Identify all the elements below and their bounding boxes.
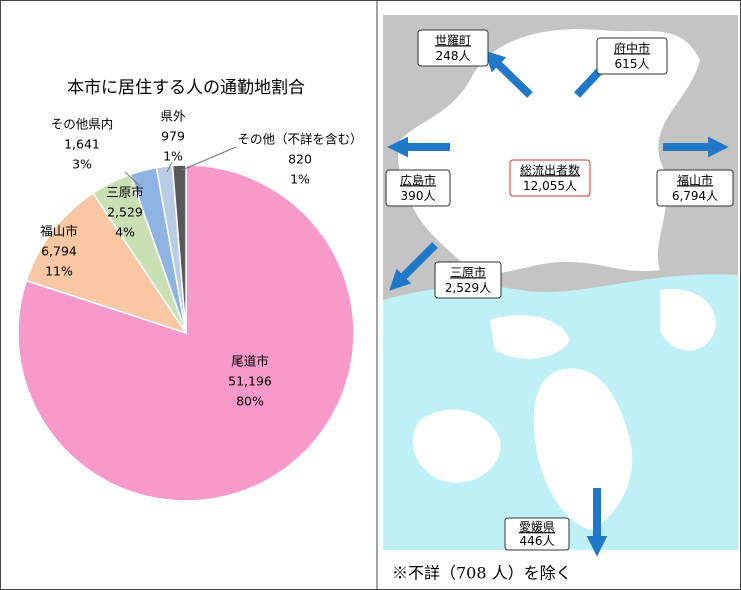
slice-label: 県外 <box>160 109 186 124</box>
percent-label: 1% <box>163 149 183 164</box>
place-count: 446人 <box>520 534 555 548</box>
percent-label: 3% <box>72 157 92 172</box>
pie-slice <box>25 192 188 335</box>
slice-label: 福山市 <box>40 224 78 239</box>
island <box>660 289 716 351</box>
value-label: 51,196 <box>228 374 272 389</box>
label-box <box>417 29 489 67</box>
leader-line <box>166 161 173 173</box>
value-label: 1,641 <box>64 137 100 152</box>
percent-label: 80% <box>236 394 264 409</box>
place-name: 広島市 <box>400 172 436 187</box>
label-box <box>509 159 591 197</box>
note: ※不詳（708 人）を除く <box>392 564 572 583</box>
arrow <box>389 242 438 291</box>
percent-label: 1% <box>290 172 310 187</box>
place-count: 12,055人 <box>523 179 577 193</box>
percent-label: 11% <box>45 264 73 279</box>
leader-line <box>181 146 237 171</box>
place-count: 390人 <box>401 189 436 203</box>
value-label: 6,794 <box>41 244 77 259</box>
arrow <box>484 50 533 98</box>
value-label: 2,529 <box>107 205 143 220</box>
leader-line <box>124 171 141 187</box>
label-box <box>385 169 451 207</box>
place-count: 615人 <box>615 57 650 71</box>
label-box <box>656 169 734 207</box>
island <box>533 368 633 530</box>
place-name: 福山市 <box>677 172 713 187</box>
place-name: 世羅町 <box>435 33 471 47</box>
slice-label: 尾道市 <box>231 354 269 369</box>
island <box>412 409 501 483</box>
pie: 尾道市 51,196 80% 福山市 6,794 11% 三原市 2,529 4% その他県内 1,… <box>17 109 363 502</box>
percent-label: 4% <box>115 225 135 240</box>
place-name: 三原市 <box>450 264 486 279</box>
pie-slice <box>17 164 355 502</box>
label-box <box>434 261 502 299</box>
label-box <box>596 37 668 75</box>
slice-label: その他県内 <box>51 117 114 132</box>
place-count: 6,794人 <box>672 189 718 203</box>
label-box <box>504 517 570 551</box>
place-name: 総流出者数 <box>520 162 580 177</box>
value-label: 820 <box>288 152 312 167</box>
place-count: 248人 <box>436 49 471 63</box>
place-name: 府中市 <box>614 40 650 55</box>
place-count: 2,529人 <box>445 281 491 295</box>
mainland <box>398 29 700 274</box>
slice-label: その他（不詳を含む） <box>237 132 362 147</box>
slice-label: 三原市 <box>106 185 144 200</box>
chart-title: 本市に居住する人の通勤地割合 <box>67 78 305 98</box>
place-name: 愛媛県 <box>519 520 555 534</box>
island <box>490 315 570 359</box>
pie-slice <box>171 164 187 334</box>
value-label: 979 <box>161 129 185 144</box>
